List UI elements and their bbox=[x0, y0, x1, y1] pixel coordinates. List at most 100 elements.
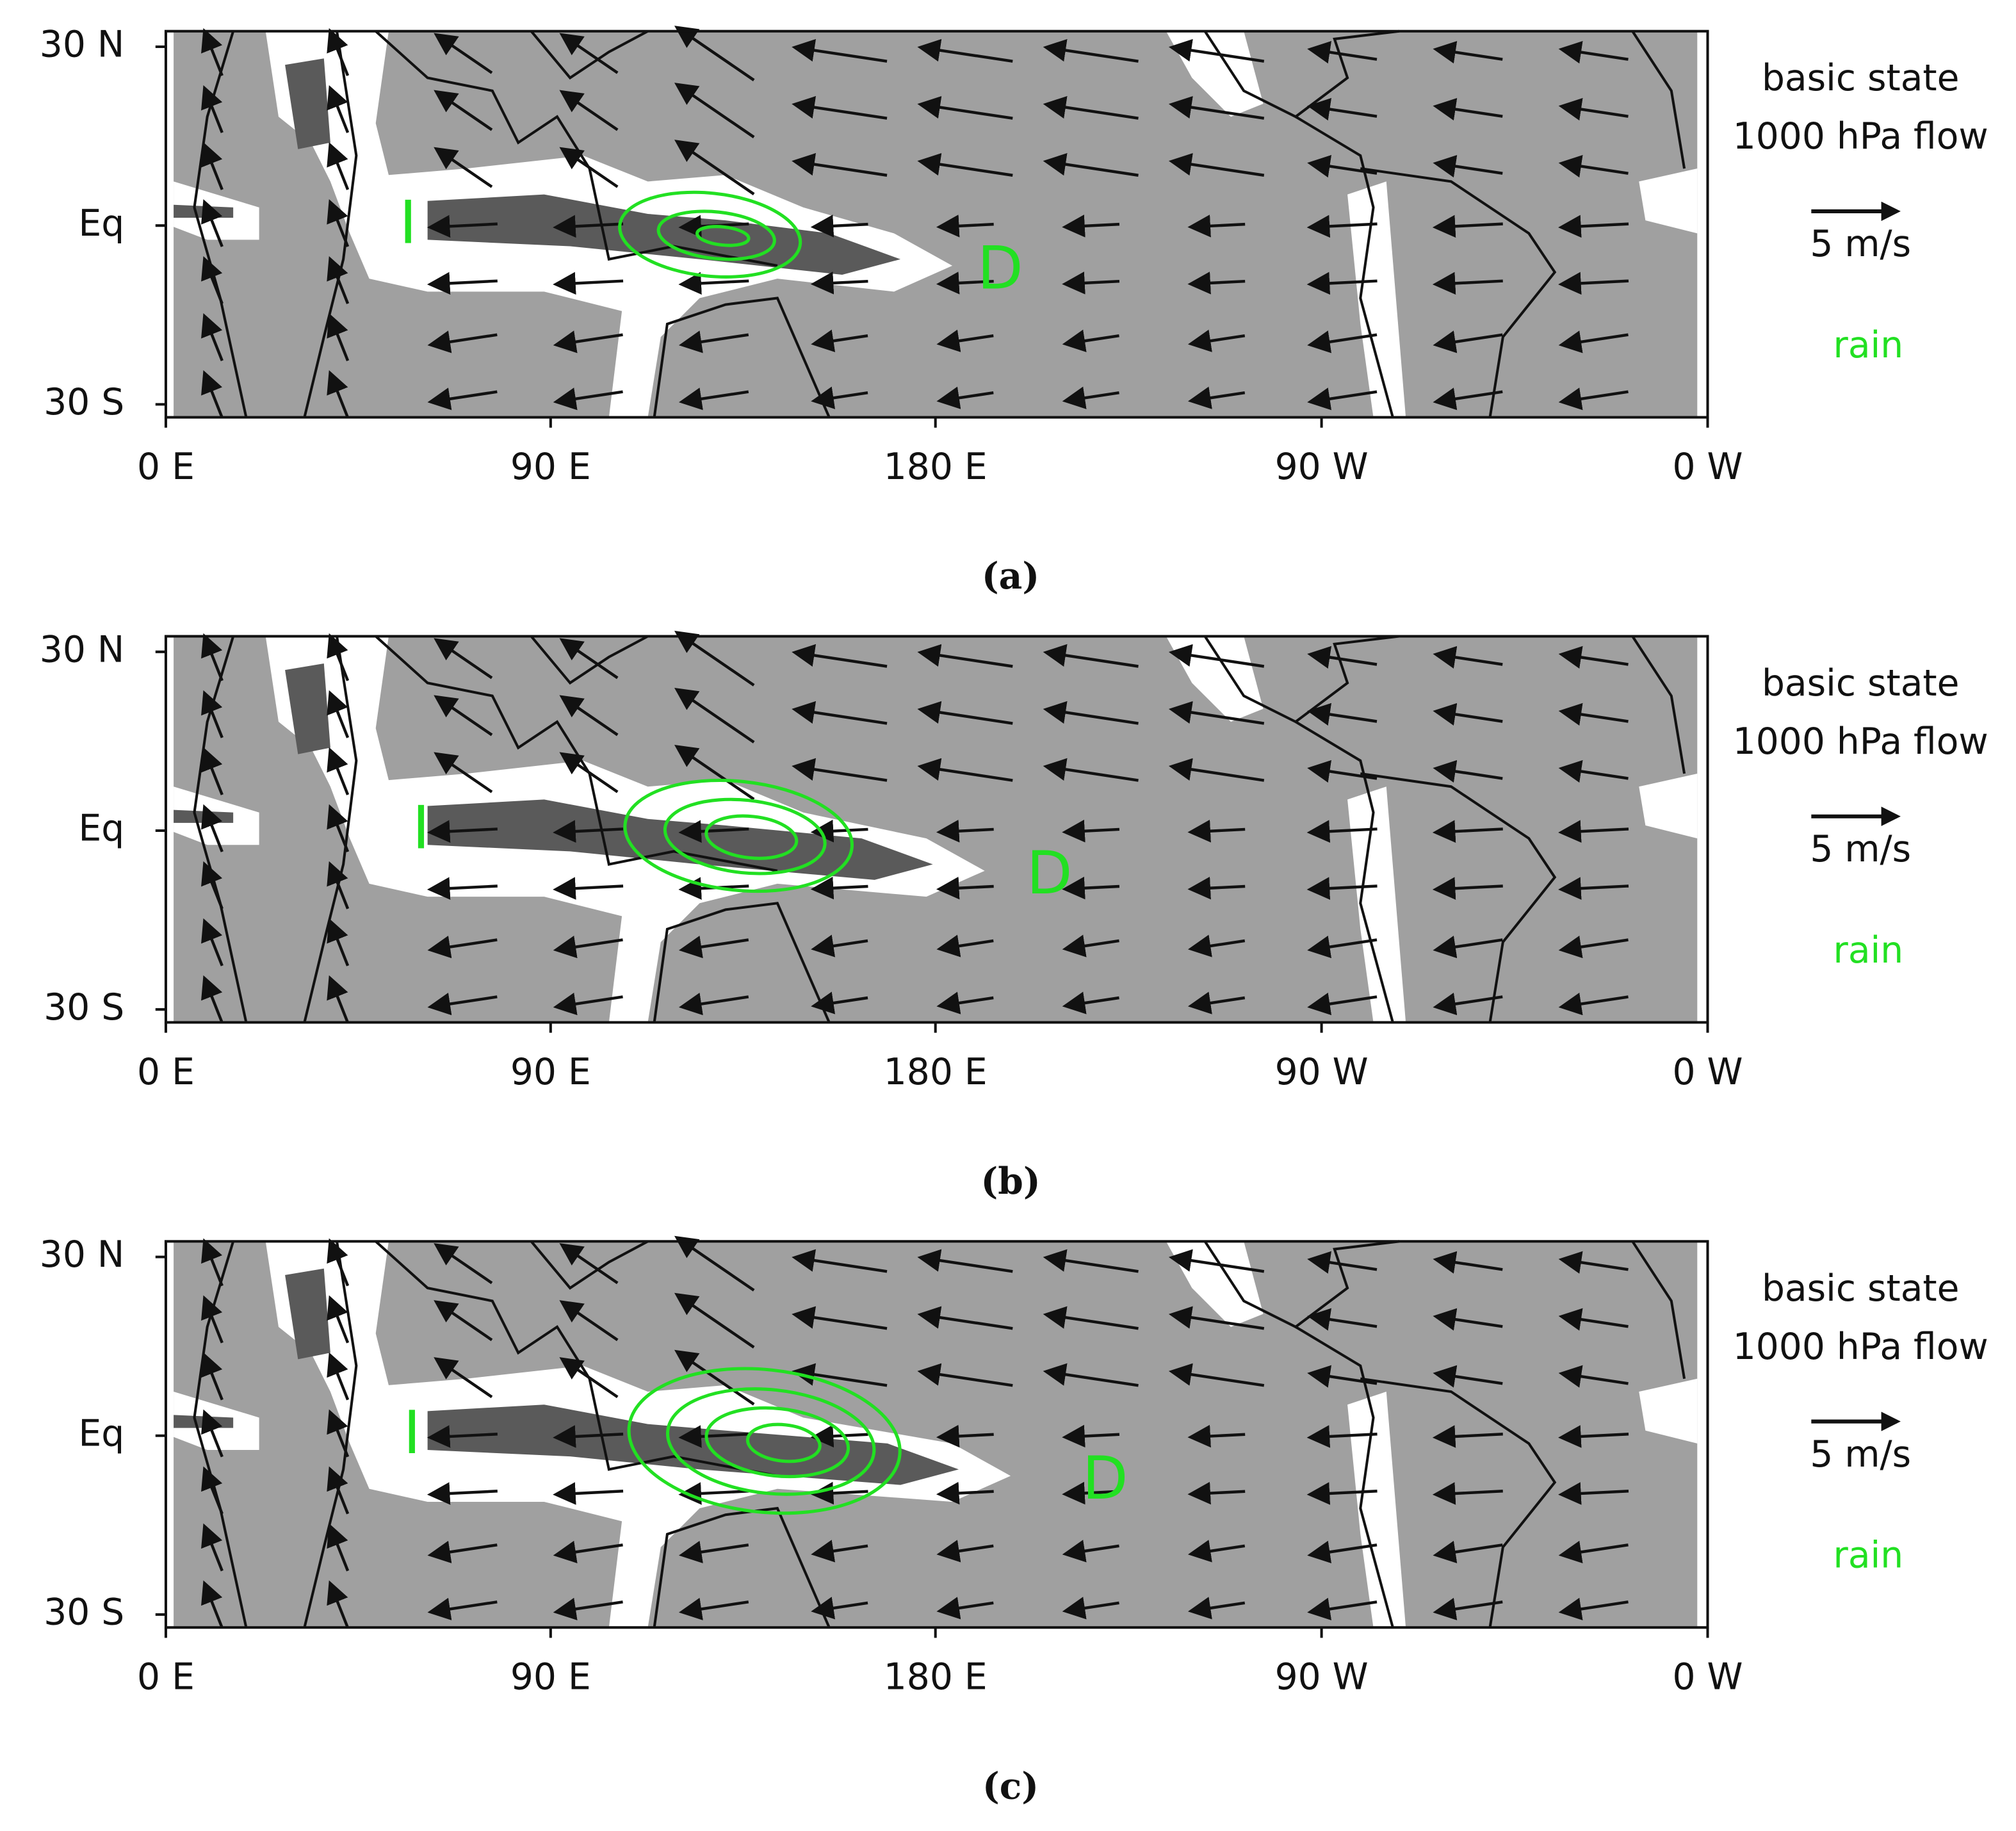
coastline bbox=[653, 1506, 831, 1629]
region-label: I bbox=[412, 793, 430, 862]
wind-arrow bbox=[1433, 40, 1503, 64]
wind-arrow bbox=[936, 1424, 994, 1448]
wind-arrow bbox=[1432, 820, 1503, 843]
y-tick-label: Eq bbox=[78, 808, 124, 850]
x-tick-label: 0 W bbox=[1672, 1051, 1743, 1093]
wind-arrow bbox=[811, 1540, 868, 1563]
wind-arrow bbox=[427, 1540, 498, 1563]
wind-arrow bbox=[1558, 154, 1629, 178]
x-tick-label: 90 E bbox=[510, 1051, 591, 1093]
wind-arrow bbox=[201, 142, 224, 190]
coastline bbox=[530, 1240, 649, 1290]
wind-arrow bbox=[1168, 95, 1265, 120]
strong-region bbox=[285, 1268, 330, 1360]
coastline bbox=[1631, 30, 1686, 169]
wind-arrow bbox=[1558, 1308, 1629, 1331]
region-label: I bbox=[400, 188, 417, 257]
wind-arrow bbox=[917, 1363, 1013, 1387]
wind-arrow bbox=[936, 991, 994, 1014]
wind-arrow bbox=[553, 1482, 624, 1505]
wind-arrow bbox=[917, 152, 1013, 177]
coastline bbox=[653, 902, 831, 1023]
panel-caption: (b) bbox=[980, 1160, 1040, 1203]
coastline bbox=[1360, 1377, 1557, 1628]
x-tick-label: 90 E bbox=[510, 1656, 591, 1698]
wind-arrow bbox=[1187, 215, 1246, 238]
wind-arrow bbox=[201, 28, 224, 76]
wind-arrow bbox=[1558, 646, 1629, 669]
coastline bbox=[1203, 635, 1400, 724]
coastline bbox=[1631, 1241, 1686, 1379]
wind-arrow bbox=[327, 747, 350, 795]
wind-arrow bbox=[674, 1292, 755, 1349]
wind-arrow bbox=[917, 701, 1013, 725]
wind-arrow bbox=[1187, 272, 1246, 295]
x-tick-label: 0 E bbox=[137, 1051, 195, 1093]
wind-arrow bbox=[1168, 758, 1265, 782]
wind-arrow bbox=[1043, 758, 1139, 782]
rain-contour bbox=[618, 190, 802, 279]
coastline bbox=[1203, 1240, 1400, 1329]
strong-region bbox=[285, 58, 330, 149]
wind-arrow bbox=[201, 747, 224, 795]
wind-arrow bbox=[1433, 330, 1503, 354]
wind-arrow bbox=[1043, 1306, 1139, 1330]
x-tick-label: 90 W bbox=[1275, 1656, 1369, 1698]
wind-arrow bbox=[434, 90, 493, 131]
y-tick-label: 30 S bbox=[44, 986, 124, 1029]
wind-arrow bbox=[327, 975, 350, 1023]
coastline bbox=[1360, 772, 1557, 1023]
x-tick-label: 90 W bbox=[1275, 1051, 1369, 1093]
wind-arrow bbox=[674, 687, 755, 744]
wind-arrow bbox=[1307, 154, 1378, 178]
wind-arrow bbox=[434, 1300, 493, 1342]
y-tick-label: 30 S bbox=[44, 1591, 124, 1634]
x-tick-label: 180 E bbox=[884, 1656, 988, 1698]
wind-arrow bbox=[936, 329, 994, 352]
wind-arrow bbox=[201, 690, 224, 738]
wind-arrow bbox=[811, 329, 868, 352]
wind-arrow bbox=[1062, 819, 1120, 843]
wind-arrow bbox=[678, 1540, 749, 1563]
legend-rain: rain bbox=[1833, 324, 1904, 366]
wind-arrow bbox=[1558, 1425, 1629, 1448]
wind-arrow bbox=[434, 33, 493, 74]
wind-arrow bbox=[559, 752, 619, 793]
wind-arrow bbox=[427, 993, 498, 1016]
wind-arrow bbox=[1558, 97, 1629, 121]
wind-arrow bbox=[1558, 1540, 1629, 1563]
wind-arrow bbox=[936, 1540, 994, 1563]
rain-contour bbox=[623, 779, 854, 893]
wind-arrow bbox=[792, 644, 888, 668]
weak-region bbox=[1639, 168, 1698, 234]
wind-arrow bbox=[1307, 1308, 1378, 1331]
wind-arrow bbox=[201, 1523, 224, 1572]
wind-arrow bbox=[553, 1597, 623, 1621]
wind-arrow bbox=[1168, 38, 1265, 63]
wind-arrow bbox=[327, 1580, 350, 1629]
wind-arrow bbox=[674, 26, 755, 81]
wind-arrow bbox=[1306, 877, 1378, 900]
wind-arrow bbox=[327, 313, 350, 361]
weak-region bbox=[1347, 1392, 1406, 1628]
wind-arrow bbox=[1433, 387, 1503, 411]
coastline bbox=[375, 30, 778, 267]
x-tick-label: 0 E bbox=[137, 1656, 195, 1698]
region-label: I bbox=[403, 1398, 421, 1467]
wind-arrow bbox=[1307, 1365, 1378, 1388]
wind-arrow bbox=[936, 215, 994, 238]
wind-arrow bbox=[1558, 1365, 1629, 1388]
region-label: D bbox=[977, 233, 1023, 302]
wind-arrow bbox=[1558, 215, 1629, 238]
rain-contour bbox=[656, 209, 776, 261]
wind-arrow bbox=[1433, 1365, 1503, 1388]
wind-arrow bbox=[434, 147, 493, 188]
wind-arrow bbox=[1558, 877, 1629, 900]
wind-arrow bbox=[674, 1235, 755, 1292]
wind-arrow bbox=[427, 935, 498, 959]
wind-arrow bbox=[327, 142, 350, 190]
weak-region bbox=[1639, 773, 1698, 839]
wind-arrow bbox=[201, 633, 224, 681]
